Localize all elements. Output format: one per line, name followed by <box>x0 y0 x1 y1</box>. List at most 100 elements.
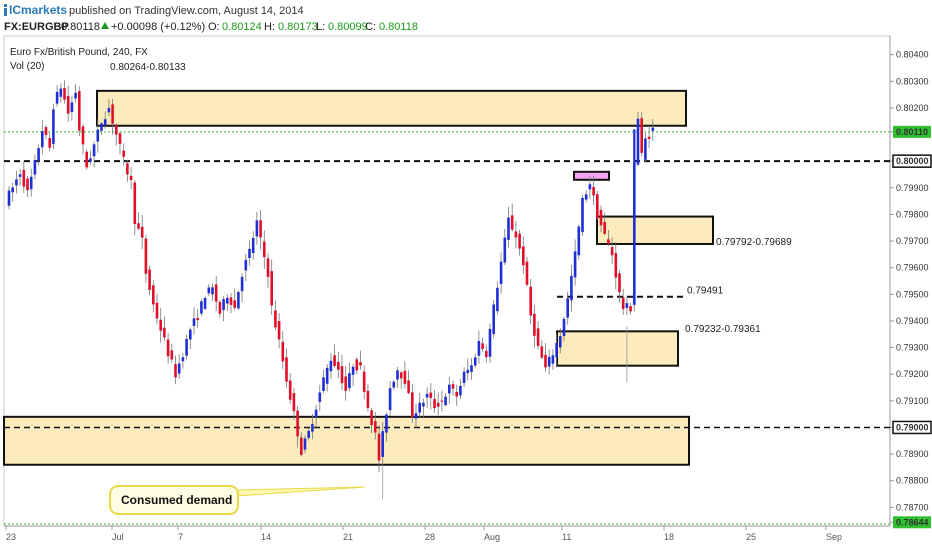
candle-body <box>41 131 44 148</box>
volume-label[interactable]: Vol (20) <box>10 61 44 72</box>
candle-body <box>425 393 429 398</box>
candle <box>44 125 48 140</box>
candle <box>525 257 529 287</box>
candle <box>237 290 240 310</box>
candle-body <box>189 329 192 340</box>
candle <box>433 390 436 413</box>
candle-body <box>577 226 581 256</box>
candle <box>359 350 362 370</box>
high-value: 0.80173 <box>278 21 318 33</box>
candle <box>481 337 484 352</box>
candle-body <box>618 273 621 293</box>
candle-body <box>166 339 170 357</box>
candle-body <box>388 388 392 411</box>
candle-body <box>89 158 92 162</box>
time-tick-label: Aug <box>484 532 500 542</box>
candle <box>18 168 22 186</box>
candle <box>263 230 266 269</box>
candle <box>63 80 66 104</box>
candle <box>37 145 40 166</box>
callout-text: Consumed demand <box>121 493 232 507</box>
candle <box>414 403 418 428</box>
candle <box>144 234 148 283</box>
candle <box>473 353 477 369</box>
candle-body <box>229 297 233 305</box>
price-marker <box>892 154 932 168</box>
author-name[interactable]: ICmarkets <box>9 3 67 17</box>
candle <box>118 131 122 155</box>
candle <box>70 95 74 121</box>
candle <box>448 376 451 404</box>
low-label: L: <box>316 21 325 33</box>
change-value: +0.00098 (+0.12%) <box>111 21 205 33</box>
candle <box>218 299 222 318</box>
candle <box>503 229 507 266</box>
candle-body <box>255 220 259 237</box>
price-axis[interactable]: 0.80400 0.80300 0.80200 0.80110 0.80000 0.799… <box>890 50 932 529</box>
candle-body <box>644 138 647 160</box>
candle <box>570 264 573 312</box>
candle <box>285 348 288 388</box>
candle <box>418 392 421 418</box>
candles-layer <box>7 80 655 500</box>
candle-body <box>459 385 462 396</box>
candle-body <box>440 400 444 402</box>
candle-body <box>11 187 14 193</box>
candle <box>366 384 370 412</box>
candle <box>196 308 199 328</box>
candle-body <box>281 341 285 362</box>
candle-body <box>15 179 18 186</box>
candle-body <box>366 390 370 408</box>
candle <box>181 352 185 369</box>
high-label: H: <box>264 21 275 33</box>
candle <box>296 406 299 448</box>
price-tick-label: 0.79300 <box>896 343 929 353</box>
candle-body <box>37 148 40 161</box>
time-tick-label: 25 <box>746 532 756 542</box>
close-value: 0.80118 <box>379 21 418 33</box>
candle <box>251 231 255 260</box>
candle <box>111 99 114 135</box>
candle <box>292 388 296 420</box>
candle-body <box>481 343 484 349</box>
candle <box>610 237 614 264</box>
candle <box>307 427 310 441</box>
candle <box>618 270 621 304</box>
price-tick-label: 0.78700 <box>896 502 929 512</box>
candle <box>374 412 377 440</box>
zone-box <box>573 170 610 181</box>
candle-body <box>621 297 625 310</box>
candle <box>540 340 544 360</box>
zone-label: 0.80264-0.80133 <box>110 62 186 73</box>
candle <box>66 85 70 122</box>
candle-body <box>496 287 499 312</box>
candle-body <box>559 336 562 348</box>
candle <box>536 321 540 350</box>
candle-body <box>48 137 51 148</box>
candle-body <box>503 237 507 263</box>
candle-body <box>562 318 566 336</box>
candle <box>74 84 77 103</box>
price-marker <box>892 420 932 435</box>
candle-body <box>237 292 240 309</box>
time-axis[interactable]: 23 Jul 7 14 21 28 Aug 11 18 25 Sep <box>5 526 842 542</box>
candle <box>229 293 233 314</box>
time-tick-label: 11 <box>562 532 571 542</box>
candle <box>496 281 499 315</box>
candle <box>492 300 495 339</box>
candle <box>385 412 388 442</box>
candle-body <box>359 362 362 366</box>
candle <box>514 220 518 249</box>
candle-body <box>322 377 325 391</box>
candle <box>318 384 322 412</box>
candle <box>300 431 303 457</box>
candle-body <box>22 169 26 187</box>
candle-body <box>203 297 207 309</box>
candle-body <box>300 437 303 455</box>
candle <box>462 367 466 388</box>
candle-body <box>570 275 573 301</box>
candle <box>107 99 111 117</box>
close-label: C: <box>365 21 376 33</box>
price-tick-label: 0.79700 <box>896 236 929 246</box>
candle-body <box>96 129 100 142</box>
